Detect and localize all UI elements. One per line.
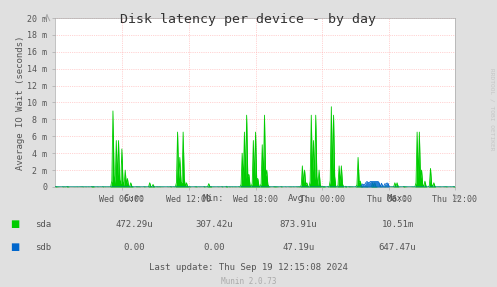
Text: Max:: Max: <box>387 194 409 203</box>
Text: 0.00: 0.00 <box>123 243 145 252</box>
Text: Cur:: Cur: <box>123 194 145 203</box>
Text: 10.51m: 10.51m <box>382 220 414 229</box>
Text: Min:: Min: <box>203 194 225 203</box>
Text: ■: ■ <box>10 219 19 229</box>
Y-axis label: Average IO Wait (seconds): Average IO Wait (seconds) <box>15 35 24 170</box>
Text: sdb: sdb <box>35 243 51 252</box>
Text: ■: ■ <box>10 242 19 252</box>
Text: 0.00: 0.00 <box>203 243 225 252</box>
Text: 873.91u: 873.91u <box>279 220 317 229</box>
Text: RRDTOOL / TOBI OETIKER: RRDTOOL / TOBI OETIKER <box>490 68 495 150</box>
Text: 472.29u: 472.29u <box>115 220 153 229</box>
Text: Last update: Thu Sep 19 12:15:08 2024: Last update: Thu Sep 19 12:15:08 2024 <box>149 263 348 272</box>
Text: sda: sda <box>35 220 51 229</box>
Text: 647.47u: 647.47u <box>379 243 416 252</box>
Text: Munin 2.0.73: Munin 2.0.73 <box>221 277 276 286</box>
Text: Avg:: Avg: <box>287 194 309 203</box>
Text: Disk latency per device - by day: Disk latency per device - by day <box>120 13 377 26</box>
Text: 307.42u: 307.42u <box>195 220 233 229</box>
Text: 47.19u: 47.19u <box>282 243 314 252</box>
